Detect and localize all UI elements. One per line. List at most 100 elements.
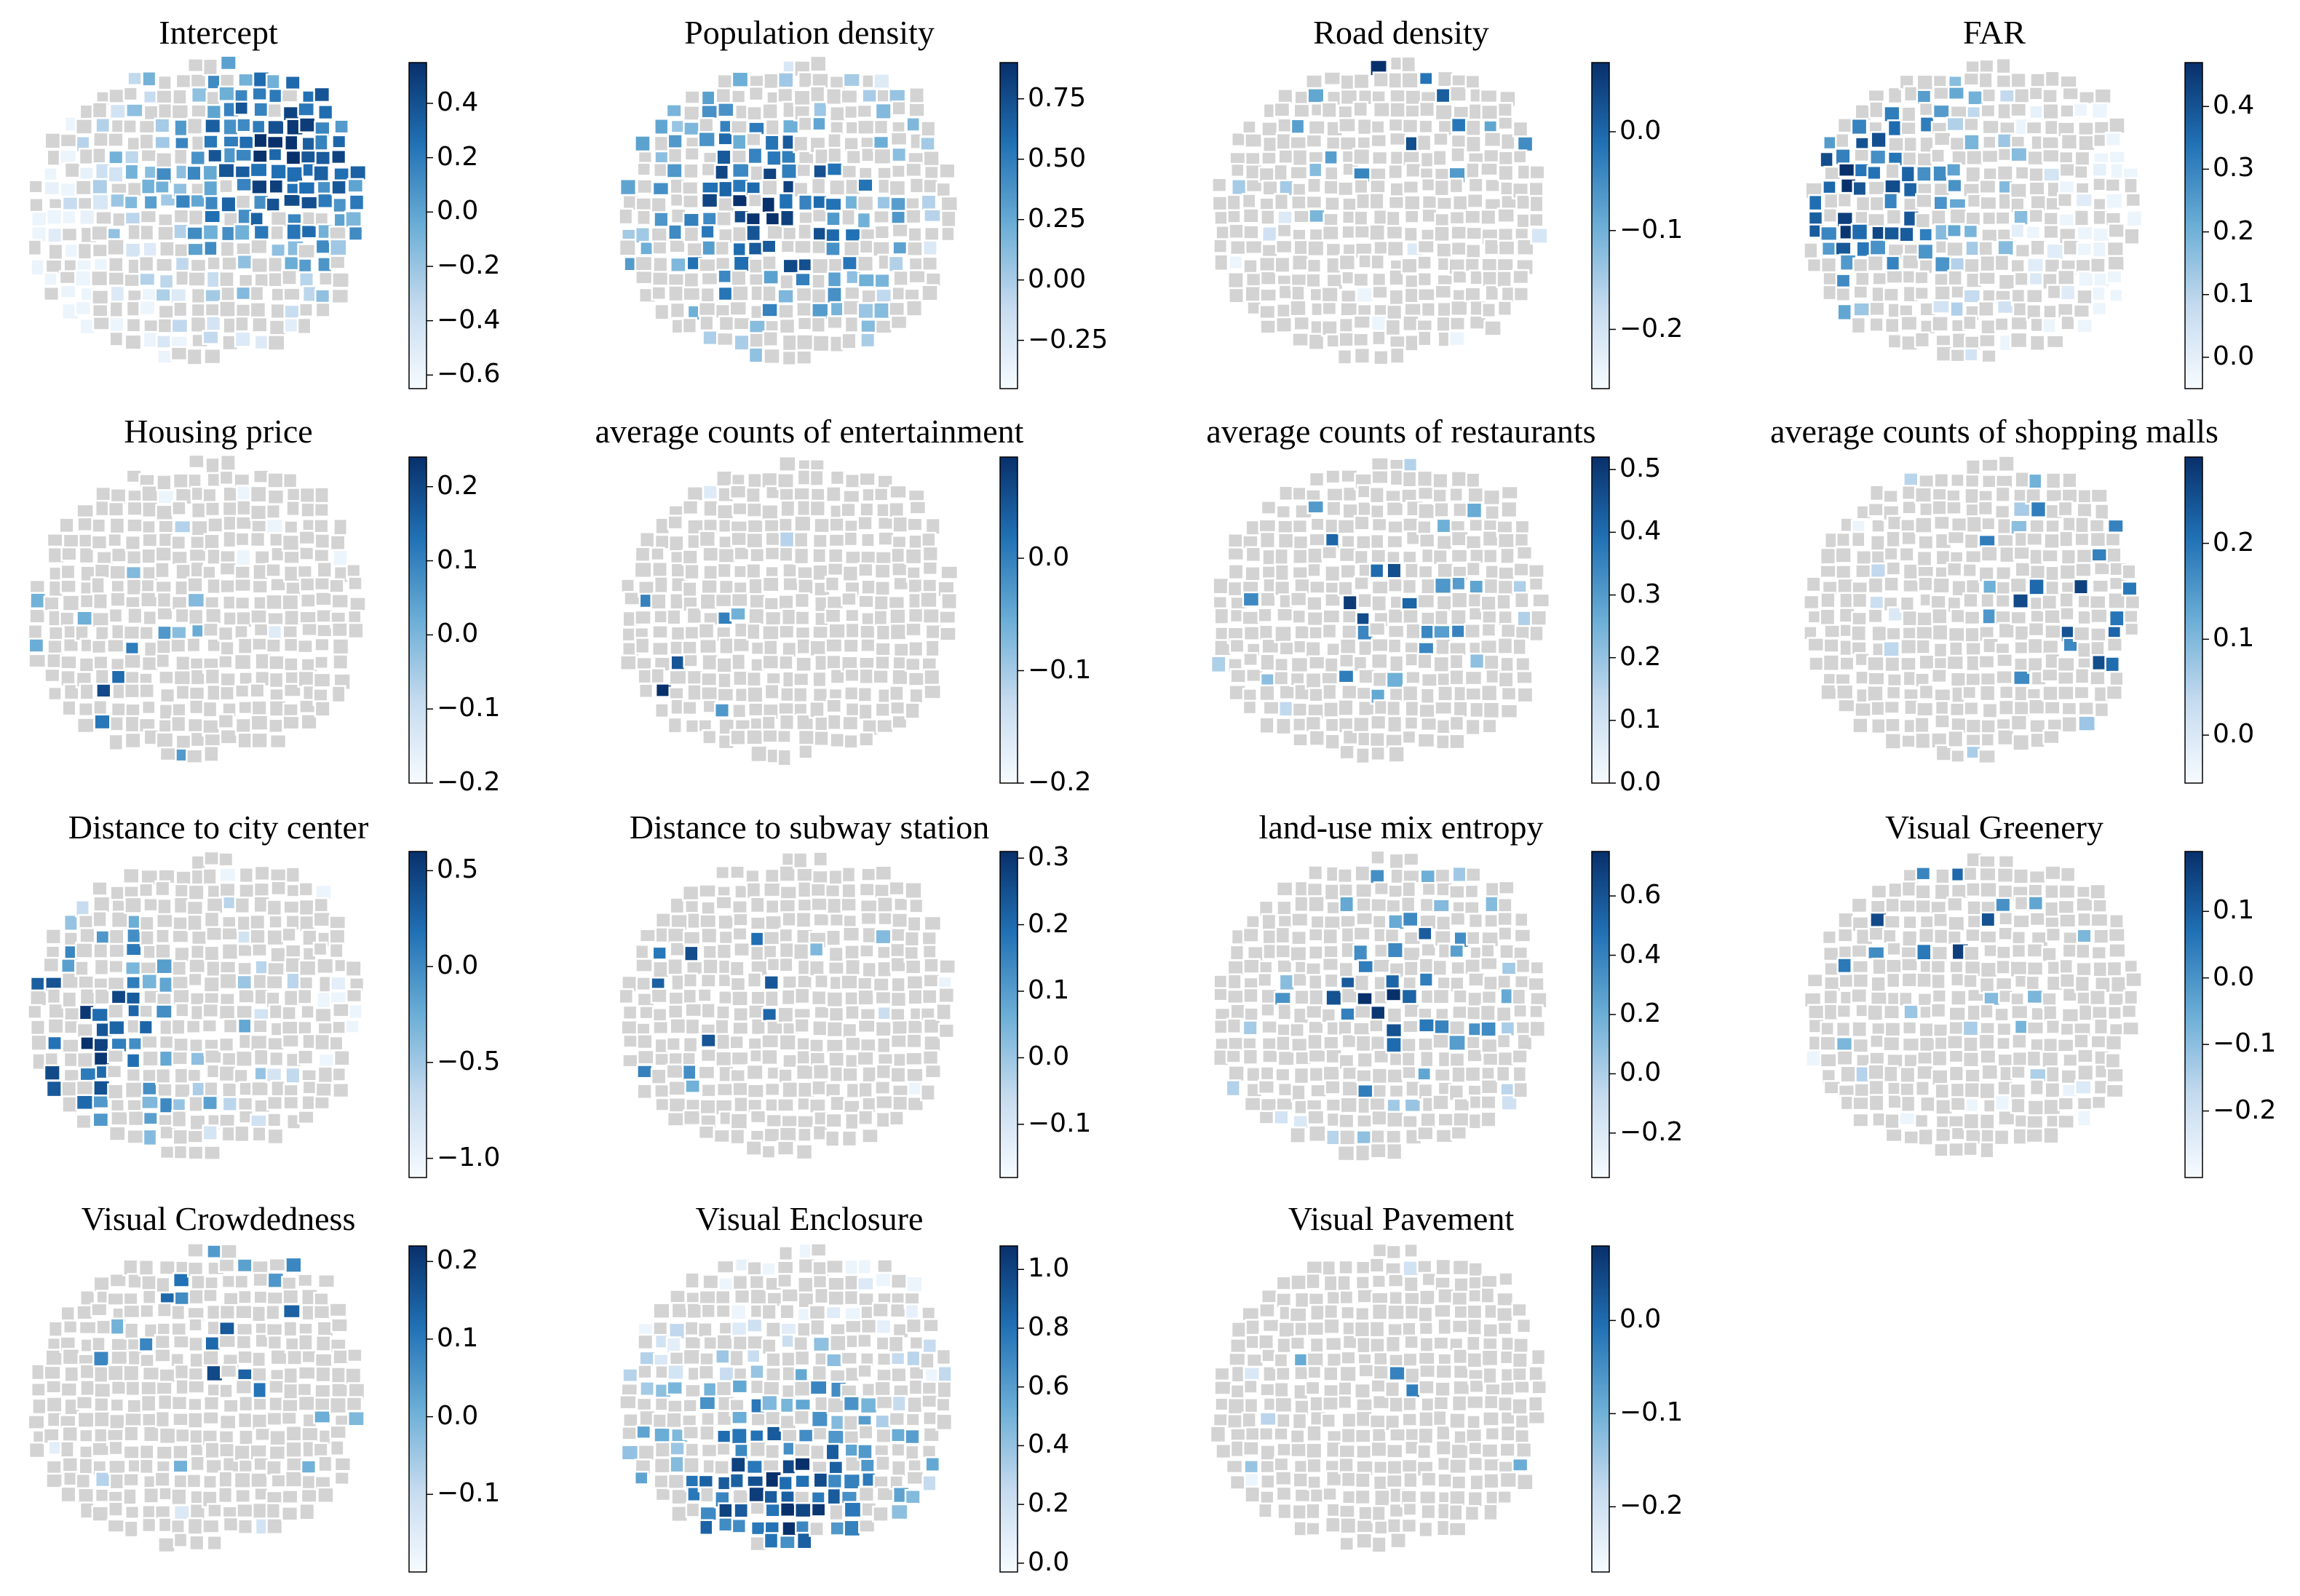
tract-cell xyxy=(682,1036,699,1054)
tract-cell xyxy=(1866,254,1884,272)
tract-cell xyxy=(1998,699,2015,716)
tract-cell xyxy=(731,1488,749,1506)
tract-cell xyxy=(857,1443,873,1461)
tract-cell xyxy=(1339,1517,1357,1535)
tract-cell xyxy=(1339,1007,1357,1022)
tract-cell xyxy=(328,942,344,959)
tract-cell xyxy=(778,546,794,563)
tract-cell xyxy=(1450,241,1467,257)
tract-cell xyxy=(873,301,891,320)
tract-cell xyxy=(776,1140,795,1156)
tract-cell xyxy=(1341,624,1358,641)
tract-cell xyxy=(190,929,208,946)
tract-cell xyxy=(699,1033,717,1049)
tract-cell xyxy=(138,1458,154,1475)
tract-cell xyxy=(2107,927,2126,943)
tract-cell xyxy=(1978,1033,1996,1051)
tract-cell xyxy=(1448,1504,1464,1522)
tract-cell xyxy=(891,285,906,301)
tract-cell xyxy=(297,1365,317,1381)
tract-cell xyxy=(731,926,748,942)
tract-cell xyxy=(1386,1443,1404,1459)
tract-cell xyxy=(110,1110,129,1127)
tract-cell xyxy=(745,1140,763,1156)
tract-cell xyxy=(172,1458,189,1474)
tract-cell xyxy=(1290,194,1307,210)
tract-cell xyxy=(158,1096,174,1114)
tract-cell xyxy=(2058,884,2077,900)
tract-cell xyxy=(1306,1474,1322,1491)
tract-cell xyxy=(285,223,303,241)
tract-cell xyxy=(155,1445,173,1461)
tract-cell xyxy=(699,913,718,930)
tract-cell xyxy=(1356,991,1373,1007)
tract-cell xyxy=(251,316,269,333)
tract-cell xyxy=(2076,225,2095,242)
tract-cell xyxy=(43,1365,62,1381)
tract-cell xyxy=(668,239,686,254)
tract-cell xyxy=(1371,1109,1388,1127)
tract-cell xyxy=(2073,102,2089,118)
tract-cell xyxy=(265,638,282,654)
tract-cell xyxy=(826,270,843,289)
tract-cell xyxy=(125,103,144,119)
tract-cell xyxy=(1867,671,1886,686)
tract-cell xyxy=(1930,209,1947,226)
tract-cell xyxy=(140,973,159,990)
tract-cell xyxy=(936,1381,953,1400)
tract-cell xyxy=(683,146,700,162)
tract-cell xyxy=(1418,119,1434,135)
tract-cell xyxy=(154,287,173,303)
tract-cell xyxy=(1948,640,1964,658)
tract-cell xyxy=(777,1097,795,1113)
tract-cell xyxy=(935,1413,953,1432)
tract-cell xyxy=(127,607,143,625)
tract-cell xyxy=(842,72,861,88)
tract-cell xyxy=(107,501,125,517)
tract-cell xyxy=(729,1303,748,1321)
tract-cell xyxy=(717,102,735,118)
tract-cell xyxy=(314,700,331,718)
tract-cell xyxy=(1900,164,1916,183)
tract-cell xyxy=(1914,331,1930,349)
tract-cell xyxy=(1228,254,1244,271)
tract-cell xyxy=(1338,117,1357,133)
tract-cell xyxy=(1437,1317,1452,1336)
tract-cell xyxy=(796,1049,812,1065)
tract-cell xyxy=(186,1517,204,1536)
tract-cell xyxy=(1464,718,1481,737)
tract-cell xyxy=(841,1129,858,1148)
tract-cell xyxy=(1418,1520,1434,1539)
tract-cell xyxy=(110,656,125,672)
tract-cell xyxy=(810,897,829,912)
tract-cell xyxy=(860,911,878,926)
tract-cell xyxy=(1242,224,1260,240)
tract-cell xyxy=(1242,591,1261,608)
tract-cell xyxy=(1416,520,1432,536)
tract-cell xyxy=(875,1094,894,1111)
tract-cell xyxy=(1339,88,1359,106)
tract-cell xyxy=(1258,518,1277,534)
tract-cell xyxy=(1402,945,1421,963)
tract-cell xyxy=(2045,1065,2061,1084)
tract-cell xyxy=(218,1036,235,1052)
tract-cell xyxy=(938,162,956,180)
tract-cell xyxy=(1419,868,1437,884)
tract-cell xyxy=(826,1429,846,1445)
tract-cell xyxy=(124,210,142,226)
tract-cell xyxy=(47,638,63,655)
tract-cell xyxy=(156,606,174,622)
tract-cell xyxy=(1325,988,1343,1007)
tract-cell xyxy=(1353,346,1371,365)
tract-cell xyxy=(220,1364,238,1379)
tract-cell xyxy=(1433,501,1450,518)
tract-cell xyxy=(1273,163,1288,182)
tract-cell xyxy=(1339,301,1359,317)
tract-cell xyxy=(718,1277,734,1293)
tract-cell xyxy=(1930,972,1946,990)
tract-cell xyxy=(186,242,205,257)
tract-cell xyxy=(108,517,126,535)
tract-cell xyxy=(1355,1129,1373,1146)
tract-cell xyxy=(45,1472,63,1489)
map-panel xyxy=(1803,851,2209,1178)
